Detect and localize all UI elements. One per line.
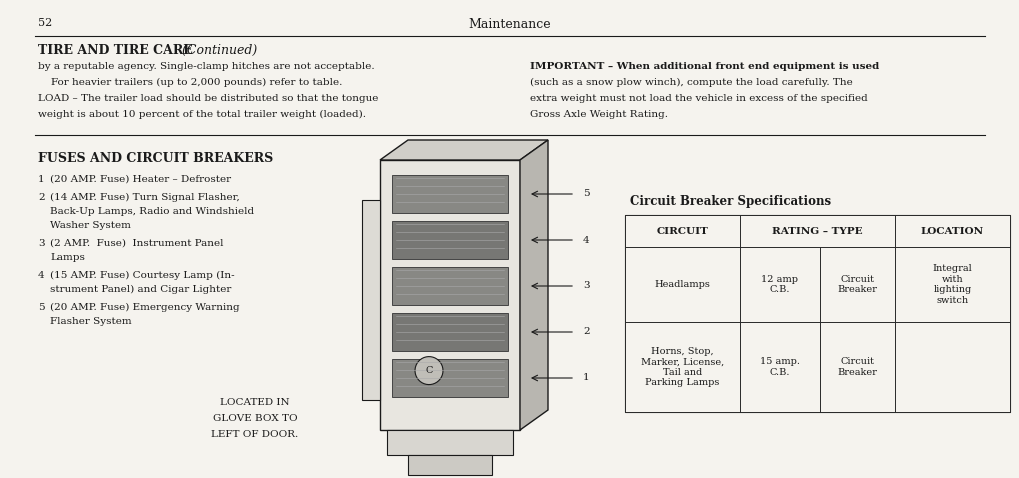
Text: Horns, Stop,
Marker, License,
Tail and
Parking Lamps: Horns, Stop, Marker, License, Tail and P… [640,347,723,387]
Text: extra weight must not load the vehicle in excess of the specified: extra weight must not load the vehicle i… [530,94,867,103]
Bar [391,313,507,351]
Bar [739,247,819,322]
Bar [625,215,1009,412]
Text: (2 AMP.  Fuse)  Instrument Panel: (2 AMP. Fuse) Instrument Panel [50,239,223,248]
Text: Washer System: Washer System [50,221,130,230]
Text: weight is about 10 percent of the total trailer weight (loaded).: weight is about 10 percent of the total … [38,110,366,119]
Text: 3: 3 [583,282,589,291]
Bar [894,322,1009,412]
Polygon shape [380,140,547,160]
Text: 3: 3 [38,239,45,248]
Bar [625,322,739,412]
Bar [391,359,507,397]
Text: 4: 4 [583,236,589,245]
Text: IMPORTANT – When additional front end equipment is used: IMPORTANT – When additional front end eq… [530,62,878,71]
Text: (such as a snow plow winch), compute the load carefully. The: (such as a snow plow winch), compute the… [530,78,852,87]
Text: Circuit
Breaker: Circuit Breaker [837,275,876,294]
Text: 52: 52 [38,18,52,28]
Polygon shape [380,160,520,430]
Text: CIRCUIT: CIRCUIT [656,227,708,236]
Bar [819,247,894,322]
Text: Headlamps: Headlamps [654,280,710,289]
Bar [391,175,507,213]
Text: FUSES AND CIRCUIT BREAKERS: FUSES AND CIRCUIT BREAKERS [38,152,273,165]
Text: Circuit Breaker Specifications: Circuit Breaker Specifications [630,195,830,208]
Bar [625,247,739,322]
Text: 4: 4 [38,271,45,280]
Text: Integral
with
lighting
switch: Integral with lighting switch [931,264,971,304]
Bar [894,247,1009,322]
Polygon shape [520,140,547,430]
Text: For heavier trailers (up to 2,000 pounds) refer to table.: For heavier trailers (up to 2,000 pounds… [38,78,342,87]
Text: 2: 2 [583,327,589,337]
Text: Circuit
Breaker: Circuit Breaker [837,357,876,377]
Text: Lamps: Lamps [50,253,85,262]
Text: 2: 2 [38,193,45,202]
Text: strument Panel) and Cigar Lighter: strument Panel) and Cigar Lighter [50,285,231,294]
Text: (20 AMP. Fuse) Emergency Warning: (20 AMP. Fuse) Emergency Warning [50,303,239,312]
Bar [625,215,739,247]
Text: LOCATED IN: LOCATED IN [220,398,289,407]
Text: (20 AMP. Fuse) Heater – Defroster: (20 AMP. Fuse) Heater – Defroster [50,175,231,184]
Text: GLOVE BOX TO: GLOVE BOX TO [213,414,297,423]
Bar [391,267,507,305]
Text: 1: 1 [38,175,45,184]
Text: (Continued): (Continued) [178,44,257,57]
Polygon shape [415,357,442,385]
Text: Back-Up Lamps, Radio and Windshield: Back-Up Lamps, Radio and Windshield [50,207,254,216]
Text: LEFT OF DOOR.: LEFT OF DOOR. [211,430,299,439]
Text: TIRE AND TIRE CARE: TIRE AND TIRE CARE [38,44,193,57]
Polygon shape [386,430,513,455]
Bar [819,322,894,412]
Text: 5: 5 [583,189,589,198]
Bar [391,221,507,259]
Text: Flasher System: Flasher System [50,317,131,326]
Text: 1: 1 [583,373,589,382]
Bar [894,215,1009,247]
Bar [739,322,819,412]
Text: Gross Axle Weight Rating.: Gross Axle Weight Rating. [530,110,667,119]
Text: 15 amp.
C.B.: 15 amp. C.B. [759,357,799,377]
Polygon shape [408,455,491,475]
Bar [739,215,894,247]
Text: C: C [425,366,432,375]
Polygon shape [362,200,380,400]
Text: 5: 5 [38,303,45,312]
Text: LOAD – The trailer load should be distributed so that the tongue: LOAD – The trailer load should be distri… [38,94,378,103]
Text: (14 AMP. Fuse) Turn Signal Flasher,: (14 AMP. Fuse) Turn Signal Flasher, [50,193,239,202]
Text: 12 amp
C.B.: 12 amp C.B. [761,275,798,294]
Text: RATING – TYPE: RATING – TYPE [771,227,862,236]
Text: (15 AMP. Fuse) Courtesy Lamp (In-: (15 AMP. Fuse) Courtesy Lamp (In- [50,271,234,280]
Text: LOCATION: LOCATION [920,227,983,236]
Text: by a reputable agency. Single-clamp hitches are not acceptable.: by a reputable agency. Single-clamp hitc… [38,62,374,71]
Text: Maintenance: Maintenance [468,18,551,31]
